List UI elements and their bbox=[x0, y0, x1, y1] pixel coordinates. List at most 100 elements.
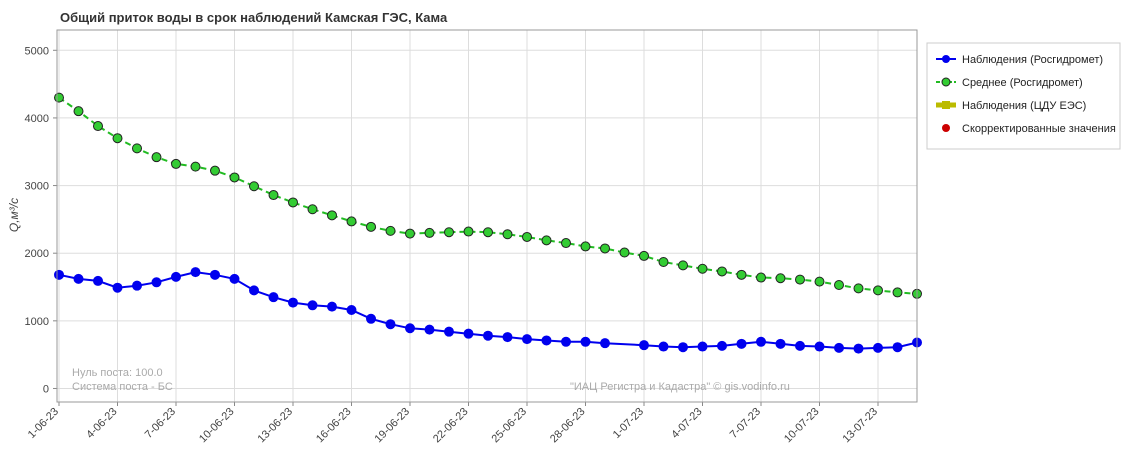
data-point bbox=[171, 158, 181, 169]
data-point bbox=[405, 228, 415, 239]
y-tick-label: 4000 bbox=[25, 113, 49, 125]
data-point bbox=[717, 340, 727, 351]
data-point bbox=[658, 256, 669, 267]
data-point bbox=[463, 226, 474, 237]
legend-item-4: Скорректированные значения bbox=[942, 123, 1116, 135]
legend-item-1: Наблюдения (Росгидромет) bbox=[936, 54, 1103, 66]
data-point bbox=[424, 227, 435, 238]
x-tick-label: 4-06-23 bbox=[84, 406, 119, 441]
legend: Наблюдения (Росгидромет) Среднее (Росгидр… bbox=[926, 42, 1121, 150]
data-point bbox=[385, 225, 396, 236]
chart-title: Общий приток воды в срок наблюдений Камс… bbox=[60, 10, 448, 25]
data-point bbox=[190, 267, 201, 278]
x-axis: 1-06-23 4-06-23 7-06-23 10-06-23 13-06-23 16-… bbox=[26, 402, 880, 445]
data-point bbox=[502, 229, 513, 240]
data-point bbox=[249, 181, 259, 192]
x-tick-label: 25-06-23 bbox=[489, 406, 529, 446]
data-point bbox=[736, 269, 747, 280]
data-point bbox=[619, 247, 630, 258]
data-point bbox=[366, 221, 376, 232]
data-point bbox=[541, 335, 552, 346]
data-point bbox=[366, 313, 376, 324]
data-point bbox=[678, 260, 688, 271]
data-point bbox=[756, 336, 766, 347]
data-point bbox=[892, 287, 903, 298]
legend-label: Наблюдения (ЦДУ ЕЭС) bbox=[962, 100, 1086, 112]
data-point bbox=[268, 292, 279, 303]
data-point bbox=[834, 279, 844, 290]
data-point bbox=[717, 266, 727, 277]
data-point bbox=[541, 235, 552, 246]
data-point bbox=[151, 277, 162, 288]
credit-note: "ИАЦ Регистра и Кадастра" © gis.vodinfo.… bbox=[570, 381, 790, 393]
data-point bbox=[171, 271, 181, 282]
data-point bbox=[600, 243, 610, 254]
data-point bbox=[756, 272, 766, 283]
data-point bbox=[385, 319, 396, 330]
zero-post-note: Нуль поста: 100.0 bbox=[72, 367, 163, 379]
data-point bbox=[697, 263, 708, 274]
data-point bbox=[132, 143, 142, 154]
x-tick-label: 13-06-23 bbox=[255, 406, 295, 446]
x-tick-label: 13-07-23 bbox=[840, 406, 880, 446]
data-point bbox=[639, 340, 649, 351]
legend-label: Скорректированные значения bbox=[962, 123, 1116, 135]
x-tick-label: 1-06-23 bbox=[26, 406, 61, 441]
legend-label: Среднее (Росгидромет) bbox=[962, 77, 1083, 89]
data-point bbox=[444, 326, 454, 337]
legend-marker bbox=[942, 55, 950, 63]
data-point bbox=[600, 338, 610, 349]
data-point bbox=[522, 231, 532, 242]
legend-marker bbox=[942, 101, 950, 109]
x-tick-label: 22-06-23 bbox=[431, 406, 471, 446]
data-point bbox=[697, 341, 708, 352]
legend-item-3: Наблюдения (ЦДУ ЕЭС) bbox=[936, 100, 1086, 112]
y-tick-label: 1000 bbox=[25, 316, 49, 328]
data-point bbox=[54, 92, 64, 103]
y-tick-label: 3000 bbox=[25, 181, 49, 193]
series-1 bbox=[54, 267, 922, 354]
data-point bbox=[346, 305, 357, 316]
data-point bbox=[229, 172, 240, 183]
data-point bbox=[249, 285, 259, 296]
data-point bbox=[424, 324, 435, 335]
data-point bbox=[463, 328, 474, 339]
data-point bbox=[151, 152, 162, 163]
data-point bbox=[502, 332, 513, 343]
x-tick-label: 7-06-23 bbox=[143, 406, 178, 441]
data-point bbox=[405, 323, 415, 334]
data-point bbox=[873, 342, 883, 353]
data-point bbox=[678, 342, 688, 353]
data-point bbox=[853, 283, 864, 294]
data-point bbox=[483, 227, 493, 238]
legend-marker bbox=[942, 124, 950, 132]
x-tick-label: 10-07-23 bbox=[782, 406, 822, 446]
data-point bbox=[775, 273, 786, 284]
plot-frame bbox=[56, 29, 918, 403]
y-tick-label: 5000 bbox=[25, 45, 49, 57]
data-point bbox=[814, 276, 825, 287]
data-point bbox=[268, 190, 279, 201]
data-point bbox=[288, 197, 298, 208]
data-point bbox=[580, 336, 591, 347]
data-point bbox=[873, 285, 883, 296]
data-point bbox=[132, 280, 142, 291]
data-point bbox=[93, 275, 103, 286]
x-tick-label: 16-06-23 bbox=[314, 406, 354, 446]
data-point bbox=[853, 343, 864, 354]
data-point bbox=[112, 282, 123, 293]
legend-marker bbox=[941, 77, 951, 87]
data-point bbox=[73, 106, 84, 117]
legend-frame bbox=[926, 42, 1121, 150]
data-point bbox=[795, 274, 805, 285]
data-point bbox=[327, 210, 337, 221]
y-axis-label: Q,м³/с bbox=[7, 198, 21, 232]
x-tick-label: 10-06-23 bbox=[197, 406, 237, 446]
data-point bbox=[444, 227, 454, 238]
data-point bbox=[93, 121, 103, 132]
data-point bbox=[307, 300, 318, 311]
data-point bbox=[814, 341, 825, 352]
data-point bbox=[190, 161, 201, 172]
data-point bbox=[561, 238, 571, 249]
